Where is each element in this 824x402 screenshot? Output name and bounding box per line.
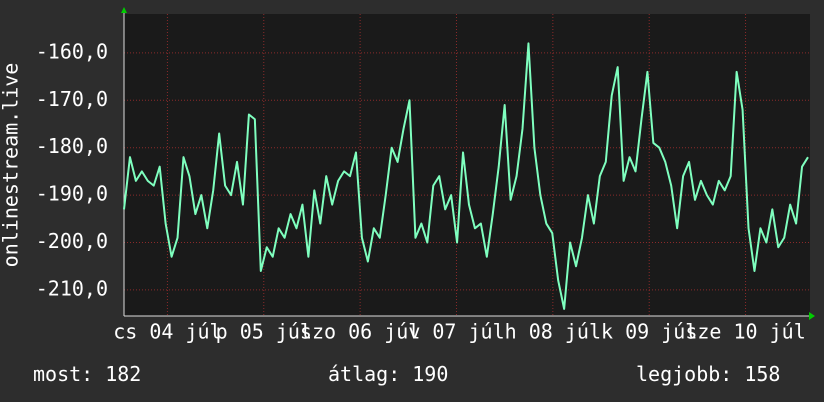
x-tick-label: p 05 júl	[216, 320, 312, 344]
data-line	[123, 42, 809, 310]
stat-value: 190	[412, 362, 448, 386]
y-axis-label: onlinestream.live	[0, 63, 23, 268]
y-tick-label: -170,0	[36, 87, 108, 111]
stat-label: most:	[33, 362, 93, 386]
stat: legjobb: 158	[636, 362, 780, 386]
x-tick-label: k 09 júl	[601, 320, 697, 344]
axis-arrow	[809, 312, 815, 320]
stat-label: legjobb:	[636, 362, 732, 386]
stat-label: átlag:	[328, 362, 400, 386]
stat-value: 158	[744, 362, 780, 386]
plot-area	[124, 14, 810, 316]
y-tick-label: -190,0	[36, 182, 108, 206]
stat-value: 182	[105, 362, 141, 386]
y-tick-label: -210,0	[36, 276, 108, 300]
x-tick-label: sze 10 júl	[685, 320, 805, 344]
x-tick-label: szo 06 júl	[300, 320, 420, 344]
y-tick-label: -160,0	[36, 39, 108, 63]
x-tick-label: cs 04 júl	[113, 320, 221, 344]
y-tick-label: -200,0	[36, 229, 108, 253]
stat: most: 182	[33, 362, 141, 386]
y-tick-label: -180,0	[36, 134, 108, 158]
x-tick-label: h 08 júl	[505, 320, 601, 344]
stat: átlag: 190	[328, 362, 448, 386]
axis-arrow	[121, 7, 127, 13]
x-tick-label: v 07 júl	[408, 320, 504, 344]
